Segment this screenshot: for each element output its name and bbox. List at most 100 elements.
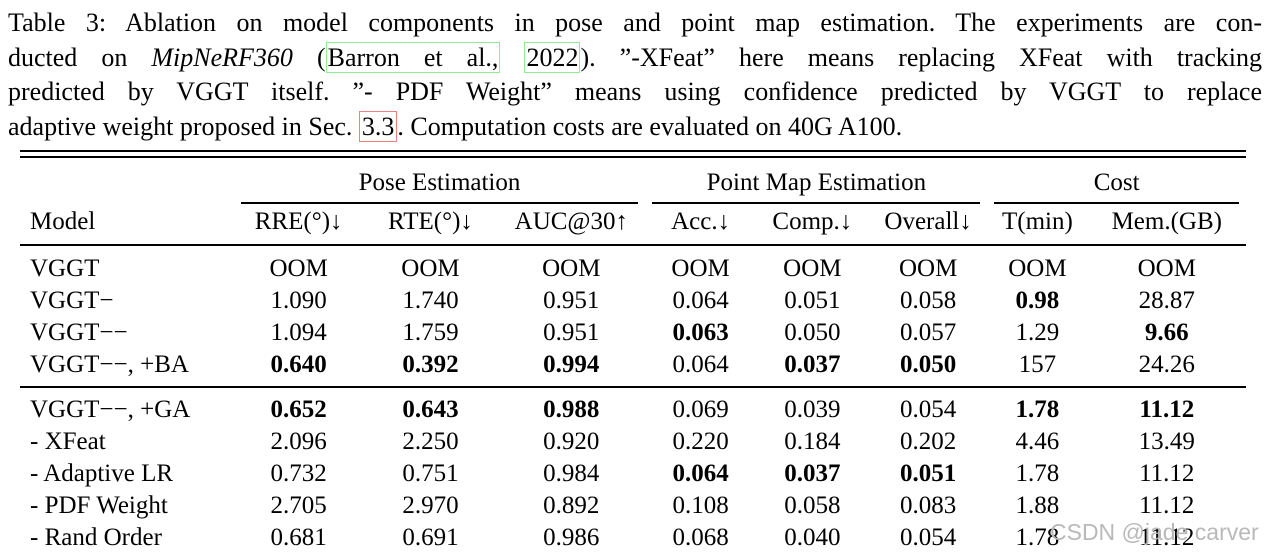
table-cell: OOM <box>1137 255 1196 282</box>
caption-text: ducted on <box>8 42 152 72</box>
table-cell: 0.054 <box>900 396 957 423</box>
table-cell: 0.920 <box>543 428 600 455</box>
table-cell: 0.984 <box>543 460 600 487</box>
table-cell: 0.681 <box>270 524 327 551</box>
table-cell: 0.202 <box>900 428 957 455</box>
table-row: - Rand Order 0.681 0.691 0.986 0.068 0.040 0.0… <box>20 522 1246 552</box>
caption-text: ). ”-XFeat” here means replacing XFeat w… <box>580 42 1263 72</box>
table-cell: 2.705 <box>270 492 327 519</box>
col-header-rte: RTE(°)↓ <box>363 204 498 246</box>
col-header-model: Model <box>20 204 234 246</box>
table-cell: OOM <box>898 255 958 282</box>
group-label: Point Map Estimation <box>706 169 927 196</box>
table-row: - PDF Weight 2.705 2.970 0.892 0.108 0.058 0.0… <box>20 490 1246 522</box>
caption-line-2: ducted on MipNeRF360 (Barron et al., 202… <box>8 41 1262 76</box>
table-cell: 0.064 <box>672 287 729 314</box>
table-cell: 0.220 <box>672 428 729 455</box>
table-cell: 11.12 <box>1139 460 1195 487</box>
dataset-name: MipNeRF360 <box>151 42 293 72</box>
table-cell: 1.78 <box>1015 460 1060 487</box>
table-cell: 0.058 <box>784 492 841 519</box>
cmid-rule-cost <box>994 202 1239 204</box>
table-cell: 0.184 <box>784 428 841 455</box>
table-cell: 1.759 <box>402 319 459 346</box>
col-header-comp: Comp.↓ <box>755 204 869 246</box>
table-row: - XFeat 2.096 2.250 0.920 0.220 0.184 0.202 4.4… <box>20 426 1246 458</box>
table-cell: 0.037 <box>755 349 869 388</box>
group-label: Cost <box>1093 169 1140 196</box>
table-cell: 0.083 <box>900 492 957 519</box>
table-cell: 0.058 <box>900 287 957 314</box>
row-label: VGGT− <box>30 287 114 314</box>
cmid-rule-pointmap <box>652 202 981 204</box>
col-header-auc30: AUC@30↑ <box>497 204 646 246</box>
caption-text: adaptive weight proposed in Sec. <box>8 111 359 141</box>
table-cell: 0.050 <box>784 319 841 346</box>
table-cell: 1.740 <box>402 287 459 314</box>
table-cell: 13.49 <box>1138 428 1195 455</box>
csdn-watermark: CSDN @jade carver <box>1050 519 1259 545</box>
table-cell: 1.29 <box>1015 319 1060 346</box>
table-cell: 157 <box>987 349 1088 388</box>
table-cell: 0.951 <box>543 287 600 314</box>
caption-line-4: adaptive weight proposed in Sec. 3.3. Co… <box>8 110 1262 145</box>
table-cell: 0.057 <box>900 319 957 346</box>
table-cell: 24.26 <box>1087 349 1246 388</box>
table-cell: 1.88 <box>1015 492 1060 519</box>
table-cell: 0.392 <box>363 349 498 388</box>
citation-link-year[interactable]: 2022 <box>524 41 581 73</box>
table-cell: 2.970 <box>402 492 459 519</box>
table-cell: 28.87 <box>1138 287 1195 314</box>
table-cell: 0.040 <box>784 524 841 551</box>
table-cell: 0.051 <box>900 460 957 487</box>
table-top-rule <box>20 150 1246 158</box>
group-header-point-map-estimation: Point Map Estimation <box>645 158 987 204</box>
citation-link-barron[interactable]: Barron et al., <box>325 41 501 73</box>
section-ref-link[interactable]: 3.3 <box>358 110 398 142</box>
table-cell: 0.051 <box>784 287 841 314</box>
group-header-cost: Cost <box>987 158 1246 204</box>
caption-text: ( <box>292 42 326 72</box>
table-cell: 0.751 <box>402 460 459 487</box>
table-cell: 2.250 <box>402 428 459 455</box>
row-label: VGGT−−, +BA <box>20 349 234 388</box>
caption-text: Table 3: Ablation on model components in… <box>8 8 1262 37</box>
table-cell: 0.064 <box>672 460 729 487</box>
table-cell: 0.050 <box>868 349 988 388</box>
col-header-tmin: T(min) <box>987 204 1088 246</box>
col-header-acc: Acc.↓ <box>645 204 756 246</box>
table-cell: 0.039 <box>784 396 841 423</box>
table-cell: 0.691 <box>402 524 459 551</box>
table-cell: 1.094 <box>270 319 327 346</box>
table-cell: 0.994 <box>497 349 646 388</box>
table-cell: OOM <box>269 255 328 282</box>
col-header-overall: Overall↓ <box>868 204 988 246</box>
table-cell: 1.78 <box>1015 524 1060 551</box>
table-cell: OOM <box>401 255 460 282</box>
group-header-empty <box>20 158 234 204</box>
table-cell: 0.063 <box>672 319 729 346</box>
table-cell: OOM <box>542 255 601 282</box>
table-cell: OOM <box>671 255 730 282</box>
col-header-rre: RRE(°)↓ <box>233 204 364 246</box>
col-header-mem: Mem.(GB) <box>1087 204 1246 246</box>
table-row: VGGT−− 1.094 1.759 0.951 0.063 0.050 0.057 1.29… <box>20 317 1246 349</box>
row-label: VGGT−−, +GA <box>30 396 191 423</box>
table-cell: OOM <box>783 255 842 282</box>
table-cell: 0.732 <box>270 460 327 487</box>
caption-text: predicted by VGGT itself. ”- PDF Weight”… <box>8 77 1262 106</box>
table-cell: 0.652 <box>270 396 327 423</box>
ablation-table: Pose Estimation Point Map Estimation Cos… <box>20 150 1246 552</box>
table-cell: 9.66 <box>1144 319 1189 346</box>
table-cell: 0.892 <box>543 492 600 519</box>
cmid-rule-pose <box>240 202 639 204</box>
caption-line-3: predicted by VGGT itself. ”- PDF Weight”… <box>8 75 1262 110</box>
row-label: - Rand Order <box>30 524 162 551</box>
table-caption: Table 3: Ablation on model components in… <box>0 0 1268 144</box>
table-cell: 0.951 <box>543 319 600 346</box>
table-cell: 1.78 <box>1015 396 1060 423</box>
table-row: VGGT−−, +BA 0.640 0.392 0.994 0.064 0.037 0.05… <box>20 349 1246 388</box>
table-cell: 1.090 <box>270 287 327 314</box>
table-row: VGGT− 1.090 1.740 0.951 0.064 0.051 0.058 0.98 2… <box>20 285 1246 317</box>
